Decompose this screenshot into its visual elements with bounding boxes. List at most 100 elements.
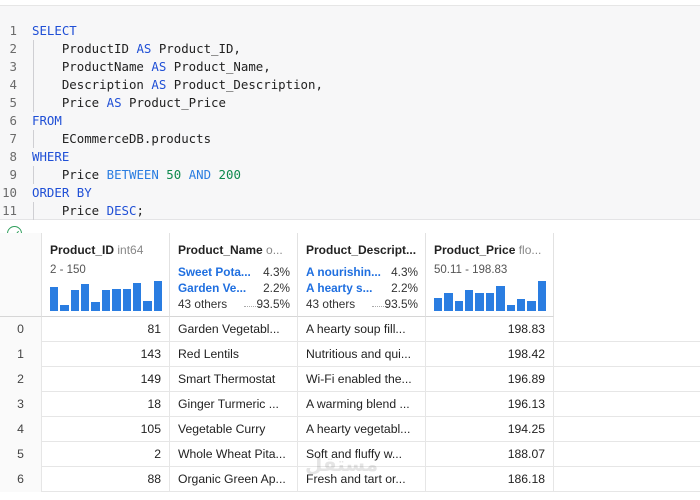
line-number: 11	[2, 203, 17, 218]
row-index: 1	[0, 342, 42, 367]
code-text[interactable]: Price BETWEEN 50 AND 200	[32, 166, 241, 184]
table-row[interactable]: 3 18 Ginger Turmeric ... A warming blend ..…	[0, 392, 700, 417]
histogram-bar	[143, 300, 152, 311]
table-row[interactable]: 6 88 Organic Green Ap... Fresh and tart or.…	[0, 467, 700, 492]
category-percent: 4.3%	[391, 265, 418, 279]
sql-editor[interactable]: 1 SELECT 2 ProductID AS Product_ID, 3 Produ…	[0, 6, 700, 220]
table-row[interactable]: 2 149 Smart Thermostat Wi-Fi enabled the...…	[0, 367, 700, 392]
code-token: WHERE	[32, 149, 70, 164]
histogram-bar	[60, 305, 69, 311]
cell-product-id[interactable]: 2	[42, 442, 170, 467]
dotted-leader	[372, 306, 394, 307]
cell-product-description[interactable]: A hearty vegetabl...	[298, 417, 426, 442]
cell-product-price[interactable]: 188.07	[426, 442, 554, 467]
cell-product-name[interactable]: Garden Vegetabl...	[170, 317, 298, 342]
cell-product-name[interactable]: Ginger Turmeric ...	[170, 392, 298, 417]
code-text[interactable]: Price DESC;	[32, 202, 144, 220]
line-number: 7	[9, 131, 17, 146]
column-header-product-descript[interactable]: Product_Descript... A nourishin... 4.3% A …	[298, 233, 426, 317]
column-type: flo...	[518, 243, 542, 257]
cell-product-price[interactable]: 186.18	[426, 467, 554, 492]
cell-product-name[interactable]: Smart Thermostat	[170, 367, 298, 392]
code-text[interactable]: Description AS Product_Description,	[32, 76, 323, 94]
code-token: AS	[136, 41, 152, 56]
code-token: AS	[151, 77, 167, 92]
cell-product-description[interactable]: Nutritious and qui...	[298, 342, 426, 367]
code-text[interactable]: ECommerceDB.products	[32, 130, 211, 148]
row-index: 6	[0, 467, 42, 492]
cell-product-description[interactable]: Wi-Fi enabled the...	[298, 367, 426, 392]
row-index: 4	[0, 417, 42, 442]
cell-product-id[interactable]: 81	[42, 317, 170, 342]
cell-product-description[interactable]: Fresh and tart or...	[298, 467, 426, 492]
code-text[interactable]: ProductName AS Product_Name,	[32, 58, 271, 76]
cell-product-id[interactable]: 18	[42, 392, 170, 417]
code-text[interactable]: SELECT	[32, 22, 77, 40]
cell-product-price[interactable]: 194.25	[426, 417, 554, 442]
code-token: ;	[136, 203, 144, 218]
code-text[interactable]: WHERE	[32, 148, 69, 166]
cell-product-name[interactable]: Organic Green Ap...	[170, 467, 298, 492]
category-label[interactable]: A hearty s...	[306, 281, 373, 295]
cell-product-name[interactable]: Red Lentils	[170, 342, 298, 367]
column-header-product-name[interactable]: Product_Name o... Sweet Pota... 4.3% Garden…	[170, 233, 298, 317]
histogram-bar	[475, 293, 484, 311]
column-header-product-price[interactable]: Product_Price flo... 50.11 - 198.83	[426, 233, 554, 317]
code-token: Price	[32, 203, 107, 218]
histogram-bar	[70, 290, 80, 311]
table-row[interactable]: 4 105 Vegetable Curry A hearty vegetabl... 1…	[0, 417, 700, 442]
column-name: Product_Name	[178, 243, 263, 257]
line-number: 2	[9, 41, 17, 56]
cell-product-id[interactable]: 105	[42, 417, 170, 442]
histogram-bar	[112, 288, 121, 311]
row-index: 3	[0, 392, 42, 417]
cell-product-price[interactable]: 196.89	[426, 367, 554, 392]
cell-product-description[interactable]: A warming blend ...	[298, 392, 426, 417]
histogram-bar	[496, 285, 505, 311]
code-token: Product_Description,	[166, 77, 323, 92]
table-row[interactable]: 1 143 Red Lentils Nutritious and qui... 198.…	[0, 342, 700, 367]
histogram-bar	[132, 282, 142, 311]
histogram-bar	[485, 293, 495, 311]
column-histogram	[434, 281, 546, 311]
cell-product-id[interactable]: 88	[42, 467, 170, 492]
code-token: FROM	[32, 113, 62, 128]
table-row[interactable]: 5 2 Whole Wheat Pita... Soft and fluffy w..…	[0, 442, 700, 467]
column-header-product-id[interactable]: Product_ID int64 2 - 150	[42, 233, 170, 317]
code-token: ORDER BY	[32, 185, 92, 200]
code-token: AS	[106, 95, 122, 110]
category-row[interactable]: A hearty s... 2.2%	[306, 280, 418, 296]
line-number: 1	[9, 23, 17, 38]
category-label[interactable]: Sweet Pota...	[178, 265, 251, 279]
cell-product-id[interactable]: 143	[42, 342, 170, 367]
column-name: Product_ID	[50, 243, 115, 257]
code-token: Price	[32, 167, 107, 182]
code-token: ECommerceDB.products	[32, 131, 212, 146]
code-token: Description	[32, 77, 152, 92]
category-label[interactable]: A nourishin...	[306, 265, 381, 279]
code-token: AS	[151, 59, 167, 74]
top-toolbar-strip	[0, 0, 700, 6]
category-row[interactable]: A nourishin... 4.3%	[306, 264, 418, 280]
cell-product-name[interactable]: Vegetable Curry	[170, 417, 298, 442]
histogram-bar	[506, 305, 515, 311]
cell-product-price[interactable]: 198.83	[426, 317, 554, 342]
code-token: ProductName	[32, 59, 152, 74]
cell-product-price[interactable]: 196.13	[426, 392, 554, 417]
cell-product-price[interactable]: 198.42	[426, 342, 554, 367]
cell-product-id[interactable]: 149	[42, 367, 170, 392]
code-text[interactable]: ProductID AS Product_ID,	[32, 40, 241, 58]
column-name: Product_Price	[434, 243, 516, 257]
code-text[interactable]: FROM	[32, 112, 62, 130]
category-row[interactable]: Sweet Pota... 4.3%	[178, 264, 290, 280]
category-row[interactable]: Garden Ve... 2.2%	[178, 280, 290, 296]
cell-product-name[interactable]: Whole Wheat Pita...	[170, 442, 298, 467]
cell-product-description[interactable]: Soft and fluffy w...	[298, 442, 426, 467]
code-token: Product_Price	[121, 95, 226, 110]
cell-product-description[interactable]: A hearty soup fill...	[298, 317, 426, 342]
code-text[interactable]: ORDER BY	[32, 184, 92, 202]
category-label[interactable]: Garden Ve...	[178, 281, 247, 295]
code-text[interactable]: Price AS Product_Price	[32, 94, 226, 112]
table-row[interactable]: 0 81 Garden Vegetabl... A hearty soup fill.…	[0, 317, 700, 342]
watermark-logo: مستقل	[305, 452, 379, 476]
